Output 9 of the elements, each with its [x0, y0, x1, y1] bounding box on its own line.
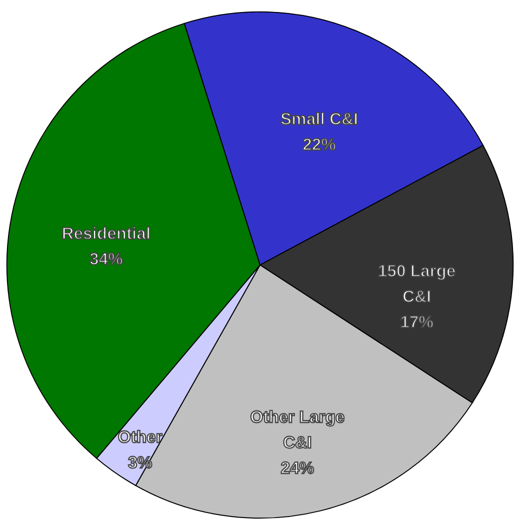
- slice-label: 150 Large C&I: [378, 261, 456, 306]
- data-label: 34%: [89, 249, 124, 268]
- data-label: 24%: [280, 458, 314, 478]
- data-label: 17%: [400, 312, 434, 332]
- slice-label: Other: [118, 427, 163, 446]
- slice-label: Other Large C&I: [250, 407, 345, 452]
- slice-label: Residential: [62, 224, 151, 243]
- slice-label: Small C&I: [280, 110, 358, 129]
- data-label: 22%: [302, 135, 336, 154]
